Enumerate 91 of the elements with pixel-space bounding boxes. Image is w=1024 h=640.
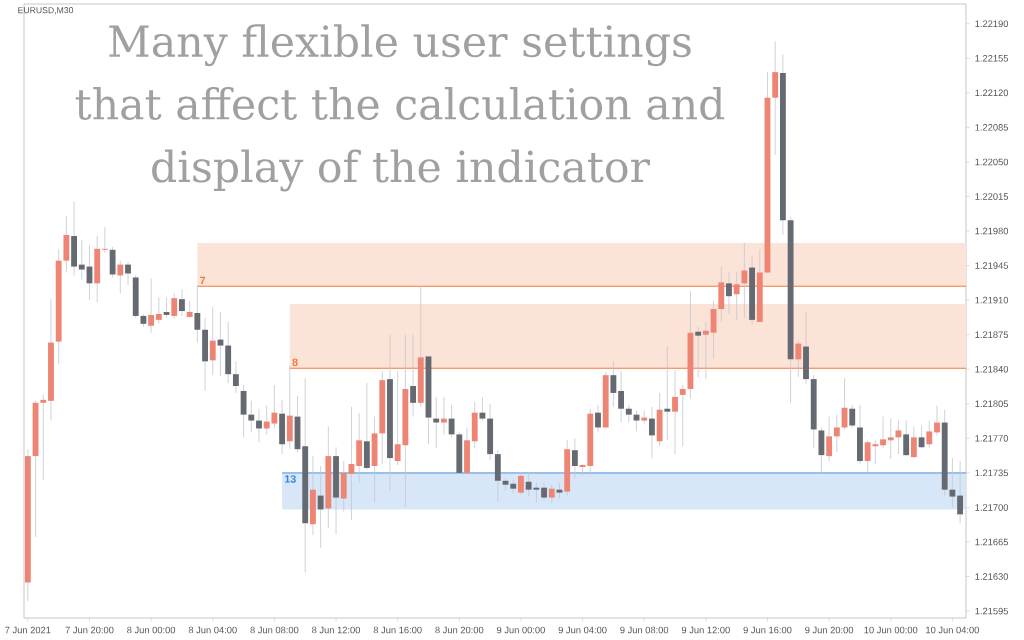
candlestick bbox=[918, 425, 925, 449]
candlestick bbox=[880, 416, 886, 449]
x-tick-label: 9 Jun 16:00 bbox=[743, 626, 792, 634]
candlestick bbox=[926, 420, 933, 449]
candlestick bbox=[125, 261, 131, 286]
y-tick-label: 1.21840 bbox=[975, 365, 1009, 373]
y-tick-label: 1.22015 bbox=[975, 193, 1009, 200]
candlestick bbox=[910, 426, 917, 459]
annotation: 13 bbox=[285, 475, 296, 483]
candlestick bbox=[479, 396, 486, 421]
x-tick-label: 8 Jun 00:00 bbox=[127, 626, 176, 634]
candlestick bbox=[240, 384, 247, 438]
candlestick bbox=[256, 408, 262, 443]
x-tick-label: 8 Jun 08:00 bbox=[250, 626, 299, 634]
candlestick bbox=[209, 306, 216, 376]
candlestick bbox=[826, 416, 833, 462]
candlestick bbox=[641, 410, 648, 424]
candlestick bbox=[179, 288, 185, 317]
y-tick-label: 1.22155 bbox=[975, 55, 1009, 62]
candlestick bbox=[155, 296, 162, 325]
y-tick-label: 1.21630 bbox=[975, 573, 1009, 580]
candlestick bbox=[194, 284, 201, 343]
candlestick bbox=[702, 321, 709, 380]
y-tick-label: 1.21875 bbox=[975, 331, 1009, 338]
candlestick bbox=[117, 260, 124, 294]
candlestick bbox=[433, 396, 440, 449]
candlestick bbox=[317, 465, 324, 549]
candlestick bbox=[518, 471, 524, 495]
candlestick bbox=[440, 396, 447, 435]
x-tick-label: 8 Jun 04:00 bbox=[188, 626, 237, 634]
candlestick bbox=[610, 360, 617, 408]
text: Many flexible user settings that affect the calculation and display of the indicator bbox=[75, 24, 725, 192]
candlestick bbox=[903, 420, 910, 457]
candlestick bbox=[618, 370, 625, 423]
annotation: 7 bbox=[200, 276, 206, 285]
x-tick-label: 7 Jun 20:00 bbox=[65, 626, 114, 634]
candlestick bbox=[695, 326, 702, 378]
x-tick-label: 8 Jun 12:00 bbox=[312, 626, 361, 634]
candlestick bbox=[148, 278, 155, 334]
x-tick-label: 8 Jun 16:00 bbox=[373, 626, 422, 634]
y-tick-label: 1.21805 bbox=[975, 400, 1009, 408]
x-tick-label: 8 Jun 20:00 bbox=[435, 626, 484, 634]
y-tick-label: 1.22085 bbox=[975, 124, 1009, 131]
candlestick bbox=[548, 484, 555, 504]
y-tick-label: 1.22050 bbox=[975, 158, 1009, 166]
candlestick bbox=[949, 457, 956, 508]
candlestick bbox=[957, 460, 964, 524]
x-tick-label: 9 Jun 12:00 bbox=[681, 626, 730, 634]
candlestick bbox=[101, 226, 108, 254]
chart-subtitle: EURUSD,M30 bbox=[18, 7, 74, 15]
x-tick-label: 10 Jun 00:00 bbox=[864, 626, 918, 634]
candlestick bbox=[186, 300, 193, 319]
y-tick-label: 1.21980 bbox=[975, 227, 1009, 235]
candlestick bbox=[664, 346, 671, 441]
y-tick-label: 1.21735 bbox=[975, 469, 1009, 477]
candlestick bbox=[733, 272, 740, 321]
candlestick bbox=[448, 404, 455, 438]
candlestick bbox=[541, 482, 547, 501]
candlestick bbox=[595, 404, 601, 433]
y-tick-label: 1.21665 bbox=[975, 538, 1009, 546]
candlestick bbox=[232, 360, 239, 394]
candlestick bbox=[648, 406, 655, 459]
candlestick bbox=[726, 272, 732, 315]
y-tick-label: 1.21770 bbox=[975, 435, 1009, 442]
candlestick bbox=[571, 437, 578, 480]
candlestick bbox=[248, 400, 255, 433]
y-tick-label: 1.22120 bbox=[975, 89, 1009, 97]
x-tick-label: 9 Jun 04:00 bbox=[558, 626, 607, 634]
candlestick bbox=[679, 384, 686, 447]
candlestick bbox=[795, 340, 802, 378]
x-tick-label: 10 Jun 04:00 bbox=[926, 626, 980, 634]
candlestick bbox=[887, 418, 894, 460]
x-tick-label: 7 Jun 2021 bbox=[5, 626, 51, 634]
candlestick bbox=[672, 369, 678, 455]
y-tick-label: 1.21700 bbox=[975, 504, 1009, 511]
candlestick bbox=[934, 405, 940, 436]
candlestick bbox=[741, 242, 748, 319]
y-tick-label: 1.21945 bbox=[975, 262, 1009, 269]
y-tick-label: 1.21910 bbox=[975, 296, 1009, 304]
candlestick bbox=[171, 292, 178, 319]
y-tick-label: 1.22190 bbox=[975, 20, 1009, 28]
x-tick-label: 9 Jun 20:00 bbox=[805, 626, 854, 634]
annotation: 8 bbox=[292, 358, 298, 366]
candlestick bbox=[40, 394, 47, 481]
candlestick bbox=[833, 414, 840, 453]
x-tick-label: 9 Jun 00:00 bbox=[496, 626, 545, 634]
y-tick-label: 1.21595 bbox=[975, 607, 1009, 615]
candlestick bbox=[849, 404, 856, 428]
x-tick-label: 9 Jun 08:00 bbox=[620, 626, 669, 634]
candlestick bbox=[410, 334, 417, 418]
candlestick bbox=[78, 239, 85, 280]
